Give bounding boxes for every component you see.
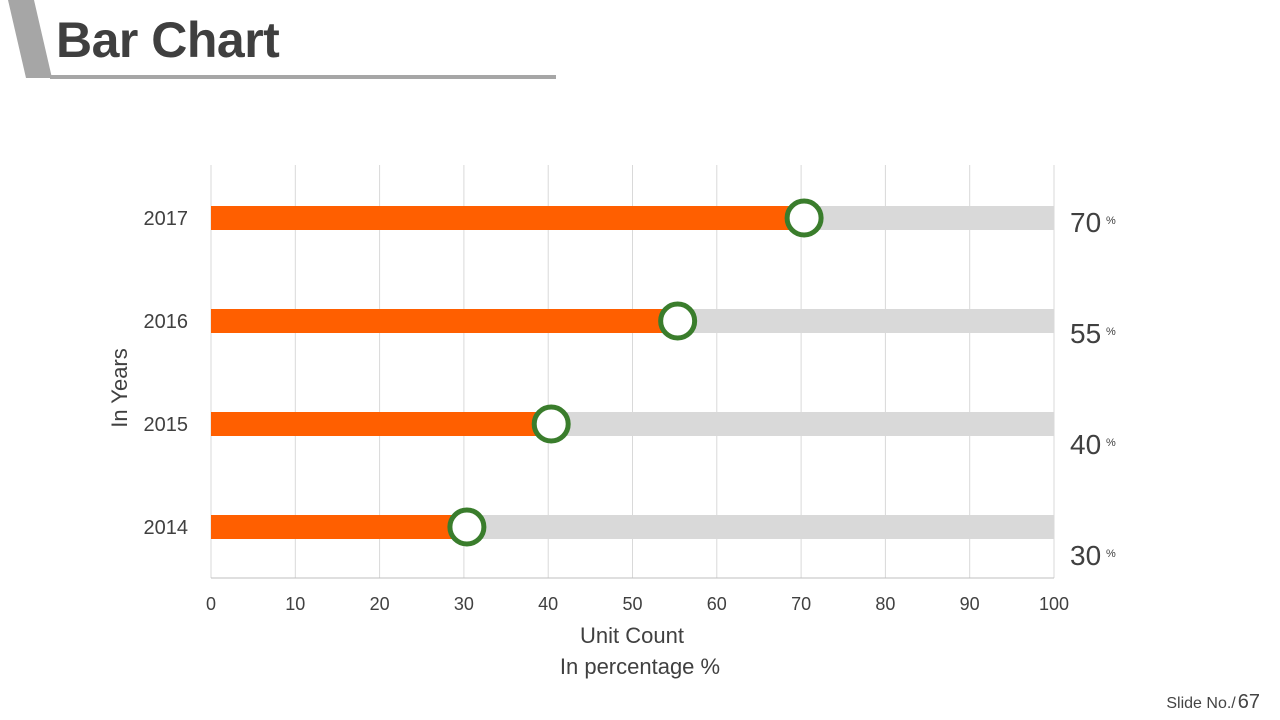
- bar-end-marker: [784, 198, 824, 238]
- title-accent-tab: [0, 0, 52, 78]
- title-underline: [50, 75, 556, 79]
- bar: [211, 309, 675, 333]
- x-axis-title: Unit Count: [580, 623, 684, 648]
- x-tick-label: 70: [791, 594, 811, 614]
- bar-end-marker: [447, 507, 487, 547]
- x-axis-subtitle: In percentage %: [560, 654, 720, 679]
- x-tick-label: 20: [370, 594, 390, 614]
- x-tick-label: 80: [875, 594, 895, 614]
- x-tick-label: 100: [1039, 594, 1069, 614]
- data-label-unit: %: [1106, 437, 1116, 449]
- bar-end-marker: [531, 404, 571, 444]
- y-category-label: 2017: [144, 208, 189, 230]
- y-axis-title: In Years: [107, 348, 132, 428]
- slide-number-value: 67: [1237, 691, 1260, 713]
- x-tick-label: 0: [206, 594, 216, 614]
- data-label: 40: [1070, 429, 1101, 460]
- data-label: 30: [1070, 540, 1101, 571]
- x-tick-label: 60: [707, 594, 727, 614]
- data-label-unit: %: [1106, 326, 1116, 338]
- slide-number: Slide No./67: [1166, 691, 1260, 714]
- x-tick-label: 30: [454, 594, 474, 614]
- page-title: Bar Chart: [56, 12, 280, 68]
- bar-end-marker: [658, 301, 698, 341]
- x-tick-label: 40: [538, 594, 558, 614]
- data-label-unit: %: [1106, 548, 1116, 560]
- bar: [211, 515, 464, 539]
- bar: [211, 412, 549, 436]
- bar: [211, 206, 802, 230]
- data-label-unit: %: [1106, 215, 1116, 227]
- y-category-label: 2016: [144, 311, 189, 333]
- x-tick-label: 10: [285, 594, 305, 614]
- data-label: 55: [1070, 318, 1101, 349]
- slide-number-label: Slide No./: [1166, 695, 1236, 712]
- x-tick-label: 90: [960, 594, 980, 614]
- y-category-label: 2014: [144, 517, 189, 539]
- y-category-label: 2015: [144, 414, 189, 436]
- x-tick-label: 50: [622, 594, 642, 614]
- data-label: 70: [1070, 207, 1101, 238]
